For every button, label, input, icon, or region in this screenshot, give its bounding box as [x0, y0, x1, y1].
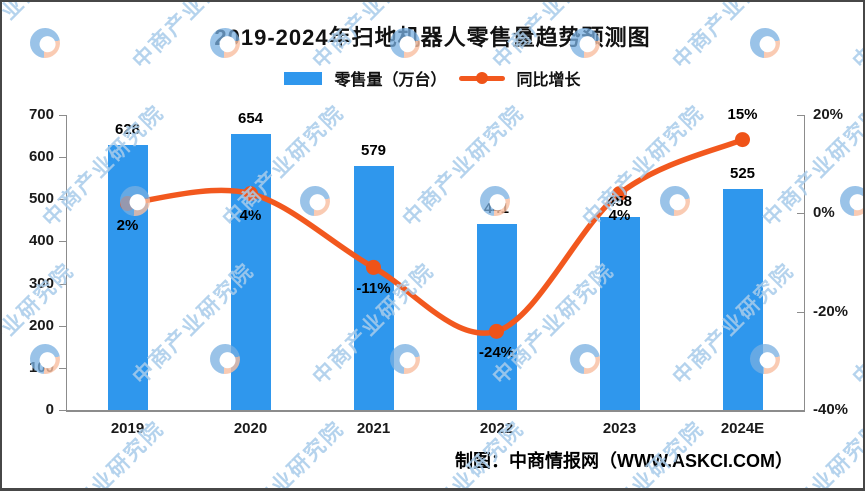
y-axis-right-label: 0%: [813, 204, 835, 222]
y-axis-left-tick: [59, 199, 66, 201]
growth-pct-label: -11%: [356, 280, 391, 298]
x-axis-label: 2022: [479, 420, 514, 437]
bar-value-label: 579: [360, 141, 387, 159]
y-axis-right-tick: [797, 115, 804, 116]
y-axis-left-label: 600: [28, 148, 54, 166]
legend: 零售量（万台） 同比增长: [2, 66, 863, 90]
y-axis-left-label: 0: [45, 401, 54, 418]
x-axis-label: 2024E: [720, 420, 765, 437]
bar-value-label: 628: [114, 121, 141, 139]
y-axis-right-line: [804, 115, 805, 410]
growth-pct-label: -24%: [478, 344, 515, 362]
y-axis-left-tick: [59, 157, 66, 159]
y-axis-left-tick: [59, 241, 66, 243]
x-axis-label: 2023: [602, 420, 637, 437]
y-axis-left-label: 100: [28, 358, 54, 376]
y-axis-left-label: 300: [28, 274, 54, 292]
y-axis-left-tick: [59, 410, 66, 411]
y-axis-right-label: -20%: [813, 302, 849, 320]
x-axis-label: 2021: [356, 420, 391, 437]
legend-bar-label: 零售量（万台）: [334, 72, 447, 89]
x-axis-label: 2020: [233, 420, 268, 437]
growth-pct-label: 2%: [116, 216, 139, 234]
bar-value-label: 525: [729, 164, 756, 182]
y-axis-left-label: 700: [28, 106, 54, 123]
y-axis-left-tick: [59, 115, 66, 116]
y-axis-left-label: 400: [28, 232, 54, 250]
growth-pct-label: 4%: [239, 206, 262, 224]
y-axis-right-label: 20%: [813, 106, 844, 123]
credit-line: 制图：中商情报网（WWW.ASKCI.COM）: [455, 451, 793, 471]
bar-value-label: 654: [237, 110, 264, 128]
growth-pct-label: 4%: [608, 206, 631, 224]
legend-bar-swatch-icon: [284, 71, 323, 85]
x-axis-label: 2019: [110, 420, 145, 437]
y-axis-right-tick: [797, 410, 804, 411]
y-axis-left-tick: [59, 283, 66, 285]
growth-pct-label: 15%: [727, 105, 758, 123]
y-axis-left-label: 200: [28, 316, 54, 334]
y-axis-right-label: -40%: [813, 401, 849, 418]
y-axis-left-line: [66, 115, 67, 410]
legend-line-label: 同比增长: [516, 72, 581, 89]
y-axis-left-tick: [59, 325, 66, 327]
y-axis-left-label: 500: [28, 190, 54, 208]
x-axis-line: [66, 410, 805, 412]
y-axis-right-tick: [797, 213, 804, 215]
legend-line-swatch-icon: [458, 71, 505, 85]
bar-value-label: 441: [483, 200, 510, 218]
legend-line-dot: [475, 72, 488, 84]
y-axis-right-tick: [797, 311, 804, 313]
